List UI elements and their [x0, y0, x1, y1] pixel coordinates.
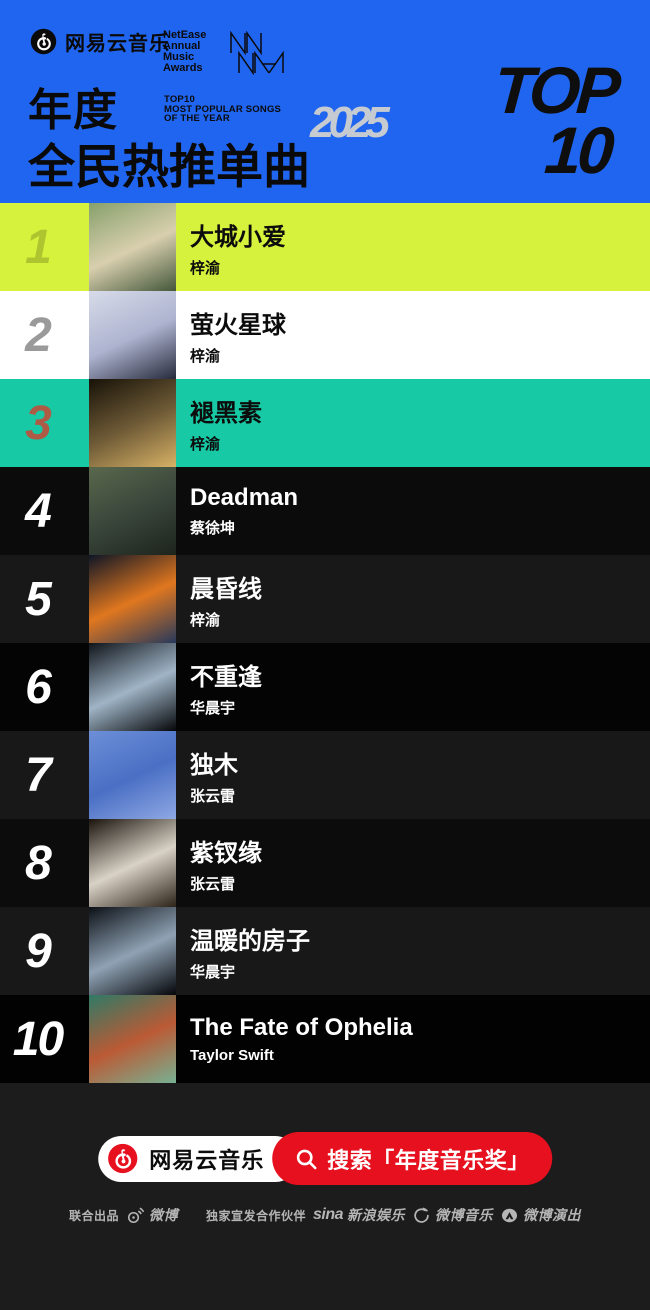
netease-music-icon	[30, 28, 57, 55]
rank-number: 1	[25, 220, 52, 274]
rank-number: 8	[25, 836, 52, 890]
netease-music-icon	[107, 1143, 138, 1174]
song-title: 温暖的房子	[190, 927, 310, 955]
song-meta: 独木 张云雷	[176, 745, 238, 806]
artist-name: 张云雷	[190, 875, 236, 893]
search-icon	[294, 1147, 318, 1171]
rank-number: 9	[25, 924, 52, 978]
album-art	[89, 995, 176, 1083]
song-title: 紫钗缘	[190, 839, 262, 867]
ranking-row[interactable]: 1 大城小爱 梓渝	[0, 203, 650, 291]
ranking-row[interactable]: 7 独木 张云雷	[0, 731, 650, 819]
song-meta: The Fate of Ophelia Taylor Swift	[176, 1014, 413, 1064]
song-title: 萤火星球	[190, 311, 286, 339]
netease-brand[interactable]: 网易云音乐	[30, 27, 170, 56]
partners-row: 联合出品 微博 独家宣发合作伙伴 sina 新浪娱乐	[0, 1205, 650, 1225]
artist-name: 梓渝	[190, 435, 221, 453]
artist-name: 华晨宇	[190, 963, 236, 981]
song-meta: 大城小爱 梓渝	[176, 217, 286, 278]
ranking-row[interactable]: 6 不重逢 华晨宇	[0, 643, 650, 731]
song-meta: 紫钗缘 张云雷	[176, 833, 262, 894]
album-art	[89, 731, 176, 819]
app-brand-label: 网易云音乐	[149, 1147, 265, 1173]
rank-number: 4	[25, 484, 52, 538]
song-title: 褪黑素	[190, 399, 262, 427]
weibo-logo[interactable]: 微博	[126, 1205, 178, 1225]
top10-badge: TOP 10	[491, 53, 619, 187]
song-title: 晨昏线	[190, 575, 262, 603]
weibo-music-icon	[412, 1206, 431, 1225]
rank-number: 5	[25, 572, 52, 626]
ranking-row[interactable]: 3 褪黑素 梓渝	[0, 379, 650, 467]
rank-number: 10	[12, 1012, 64, 1066]
ranking-row[interactable]: 5 晨昏线 梓渝	[0, 555, 650, 643]
ranking-list: 1 大城小爱 梓渝 2 萤火星球 梓渝 3 褪黑素 梓渝 4 Dea	[0, 203, 650, 1083]
sina-ent-logo[interactable]: sina 新浪娱乐	[313, 1206, 406, 1223]
album-art	[89, 819, 176, 907]
weibo-show-logo[interactable]: 微博演出	[500, 1205, 581, 1225]
album-art	[89, 643, 176, 731]
artist-name: 蔡徐坤	[190, 520, 236, 537]
song-meta: 萤火星球 梓渝	[176, 305, 286, 366]
title-line-1: 年度	[28, 86, 118, 135]
song-title: 独木	[190, 751, 238, 779]
subtitle: TOP10 MOST POPULAR SONGS OF THE YEAR	[164, 94, 282, 124]
album-art	[89, 379, 176, 467]
song-meta: 不重逢 华晨宇	[176, 657, 262, 718]
title-line-2: 全民热推单曲	[28, 140, 310, 193]
rank-number: 6	[25, 660, 52, 714]
artist-name: 华晨宇	[190, 699, 236, 717]
artist-name: 梓渝	[190, 347, 221, 365]
song-meta: 温暖的房子 华晨宇	[176, 921, 310, 982]
brand-name: 网易云音乐	[65, 33, 170, 55]
ranking-row[interactable]: 4 Deadman 蔡徐坤	[0, 467, 650, 555]
ranking-row[interactable]: 10 The Fate of Ophelia Taylor Swift	[0, 995, 650, 1083]
footer: 网易云音乐 搜索「年度音乐奖」 联合出品	[0, 1083, 650, 1310]
artist-name: 张云雷	[190, 787, 236, 805]
awards-wordmark: NetEase Annual Music Awards	[163, 29, 207, 74]
year-label: 2025	[310, 98, 390, 147]
rank-number: 3	[25, 396, 52, 450]
artist-name: Taylor Swift	[190, 1047, 274, 1064]
exclusive-partner-label: 独家宣发合作伙伴	[205, 1208, 306, 1223]
album-art	[89, 907, 176, 995]
song-title: Deadman	[190, 484, 299, 511]
song-title: 大城小爱	[190, 223, 286, 251]
ranking-row[interactable]: 2 萤火星球 梓渝	[0, 291, 650, 379]
song-title: 不重逢	[190, 663, 262, 691]
cta-group: 网易云音乐 搜索「年度音乐奖」	[98, 1132, 552, 1185]
co-producer-label: 联合出品	[68, 1208, 119, 1223]
rank-number: 2	[25, 308, 52, 362]
album-art	[89, 203, 176, 291]
artist-name: 梓渝	[190, 259, 221, 277]
weibo-show-icon	[500, 1206, 519, 1225]
weibo-music-logo[interactable]: 微博音乐	[412, 1205, 493, 1225]
album-art	[89, 555, 176, 643]
naa-monogram-icon	[224, 31, 286, 75]
weibo-icon	[126, 1206, 145, 1225]
song-meta: 褪黑素 梓渝	[176, 393, 262, 454]
song-meta: 晨昏线 梓渝	[176, 569, 262, 630]
artist-name: 梓渝	[190, 611, 221, 629]
ranking-row[interactable]: 8 紫钗缘 张云雷	[0, 819, 650, 907]
rank-number: 7	[25, 748, 52, 802]
ranking-row[interactable]: 9 温暖的房子 华晨宇	[0, 907, 650, 995]
album-art	[89, 467, 176, 555]
search-button-label: 搜索「年度音乐奖」	[327, 1147, 530, 1173]
search-button[interactable]: 搜索「年度音乐奖」	[272, 1132, 552, 1185]
song-title: The Fate of Ophelia	[190, 1014, 413, 1041]
album-art	[89, 291, 176, 379]
song-meta: Deadman 蔡徐坤	[176, 484, 298, 538]
app-brand-button[interactable]: 网易云音乐	[98, 1135, 299, 1182]
header-banner: 网易云音乐 NetEase Annual Music Awards 年度 全民热…	[0, 0, 650, 203]
